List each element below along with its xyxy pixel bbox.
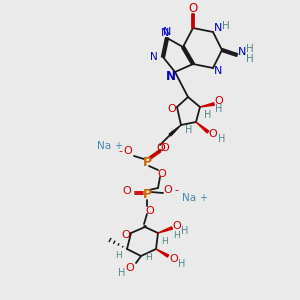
Text: +: + bbox=[114, 141, 122, 151]
Text: O: O bbox=[168, 104, 176, 114]
Text: Na: Na bbox=[182, 193, 196, 203]
Text: N: N bbox=[214, 66, 222, 76]
Text: O: O bbox=[169, 254, 178, 264]
Text: N: N bbox=[163, 27, 171, 37]
Polygon shape bbox=[200, 103, 214, 107]
Text: N: N bbox=[238, 47, 246, 57]
Text: O: O bbox=[158, 169, 166, 179]
Text: O: O bbox=[160, 143, 169, 153]
Polygon shape bbox=[169, 125, 181, 136]
Text: O: O bbox=[172, 221, 182, 231]
Text: H: H bbox=[160, 236, 167, 245]
Polygon shape bbox=[156, 249, 169, 257]
Text: N: N bbox=[150, 52, 158, 62]
Text: H: H bbox=[218, 134, 226, 144]
Text: N: N bbox=[161, 28, 169, 38]
Text: H: H bbox=[145, 253, 152, 262]
Text: H: H bbox=[174, 232, 180, 241]
Polygon shape bbox=[144, 226, 146, 227]
Text: H: H bbox=[116, 250, 122, 260]
Text: O: O bbox=[157, 143, 165, 153]
Text: O: O bbox=[124, 146, 132, 156]
Text: +: + bbox=[199, 193, 207, 203]
Text: P: P bbox=[142, 188, 152, 202]
Text: O: O bbox=[122, 230, 130, 240]
Text: H: H bbox=[246, 44, 254, 54]
Text: H: H bbox=[118, 268, 126, 278]
Text: O: O bbox=[123, 186, 131, 196]
Text: H: H bbox=[181, 226, 189, 236]
Text: O: O bbox=[188, 2, 198, 16]
Text: H: H bbox=[204, 110, 212, 120]
Text: O: O bbox=[164, 185, 172, 195]
Text: N: N bbox=[214, 23, 222, 33]
Text: O: O bbox=[126, 263, 134, 273]
Text: H: H bbox=[185, 125, 193, 135]
Text: H: H bbox=[215, 104, 223, 114]
Text: H: H bbox=[222, 21, 230, 31]
Text: O: O bbox=[146, 206, 154, 216]
Text: P: P bbox=[142, 155, 152, 169]
Polygon shape bbox=[196, 122, 209, 133]
Text: N: N bbox=[166, 70, 176, 83]
Text: -: - bbox=[118, 146, 122, 156]
Text: H: H bbox=[246, 54, 254, 64]
Text: Na: Na bbox=[97, 141, 111, 151]
Text: -: - bbox=[174, 185, 178, 195]
Text: O: O bbox=[208, 129, 217, 139]
Text: H: H bbox=[178, 259, 186, 269]
Polygon shape bbox=[158, 227, 172, 233]
Text: O: O bbox=[214, 96, 224, 106]
